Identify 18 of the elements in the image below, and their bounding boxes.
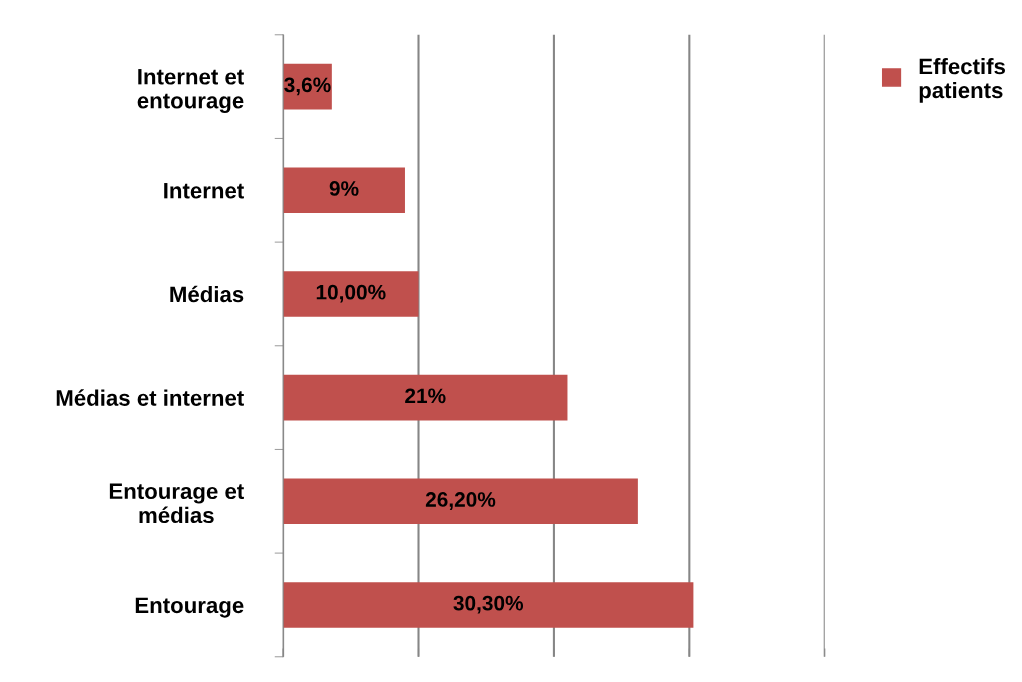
data-label: 9% <box>329 181 359 196</box>
data-label: 21% <box>405 388 446 404</box>
data-label: 10,00% <box>316 284 386 303</box>
bar <box>283 478 638 525</box>
y-tick-label: Internet et entourage <box>137 69 244 113</box>
bar <box>283 582 694 628</box>
bar <box>283 374 568 421</box>
data-label: 3,6% <box>284 77 331 96</box>
y-tick-label: Entourage <box>135 597 244 618</box>
legend-label: Effectifs patients <box>919 58 1005 103</box>
bar <box>283 167 405 214</box>
bar <box>283 271 419 317</box>
y-tick-label: Médias <box>170 285 244 303</box>
y-tick-label: Médias et internet <box>56 389 244 406</box>
data-label: 30,30% <box>453 595 524 614</box>
y-tick-label: Internet <box>164 183 244 199</box>
y-tick-label: Entourage et médias <box>109 483 244 524</box>
data-label: 26,20% <box>425 492 496 510</box>
